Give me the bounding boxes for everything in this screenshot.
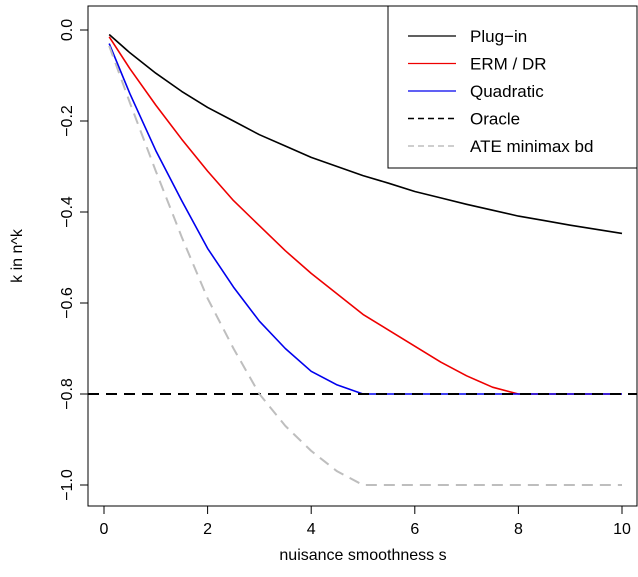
x-tick-label: 10 [613,521,631,538]
y-axis: 0.0 −0.2 −0.4 −0.6 −0.8 −1.0 [59,19,89,501]
legend-label: Oracle [470,110,520,129]
y-tick-label: −0.8 [59,378,76,410]
legend-label: ATE minimax bd [470,137,593,156]
legend-label: ERM / DR [470,55,547,74]
y-axis-title: k in n^k [9,228,26,283]
x-tick-label: 0 [100,521,109,538]
y-tick-label: −1.0 [59,469,76,501]
legend-label: Plug−in [470,27,527,46]
x-tick-label: 4 [307,521,316,538]
legend-label: Quadratic [470,82,544,101]
series-lines [88,33,637,486]
y-tick-label: −0.6 [59,287,76,319]
series-line-4 [108,45,622,486]
y-tick-label: 0.0 [59,19,76,41]
x-axis-title: nuisance smoothness s [279,547,446,564]
series-line-0 [108,33,623,235]
x-tick-label: 6 [410,521,419,538]
x-tick-label: 8 [514,521,523,538]
y-tick-label: −0.4 [59,196,76,228]
x-tick-label: 2 [203,521,212,538]
legend-box [387,5,638,169]
x-axis: 0 2 4 6 8 10 [100,505,631,538]
y-tick-label: −0.2 [59,105,76,137]
legend: Plug−in ERM / DR Quadratic Oracle ATE minima… [387,5,638,169]
